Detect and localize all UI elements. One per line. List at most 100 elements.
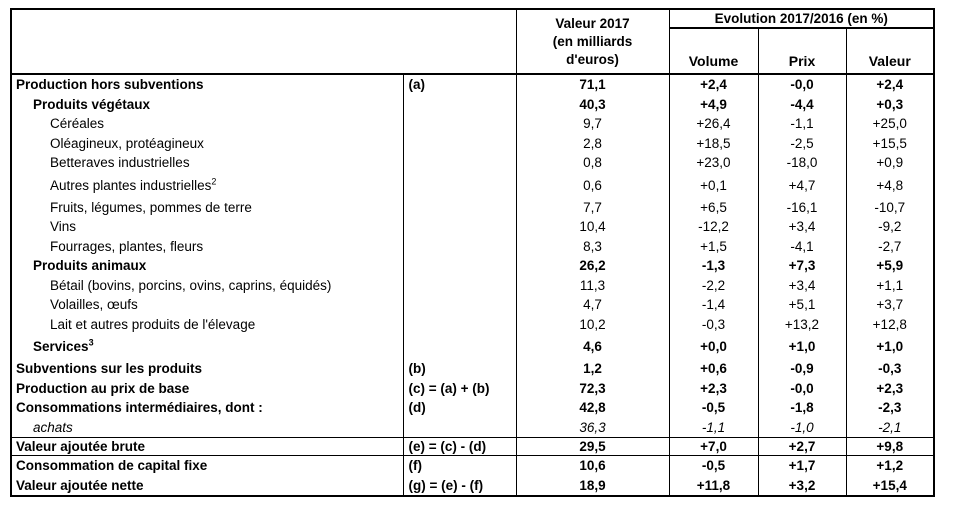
column-header-prix: Prix	[758, 28, 847, 75]
agricultural-accounts-table: Valeur 2017 (en milliards d'euros) Evolu…	[10, 8, 936, 497]
volume-cell: +0,1	[669, 172, 759, 198]
valeur-cell: +1,0	[876, 339, 904, 354]
row-code-cell	[403, 236, 517, 256]
valeur-cell: +1,2	[846, 455, 935, 476]
volume-cell: +23,0	[669, 153, 759, 173]
prix-cell: -0,0	[758, 378, 847, 398]
row-label: achats	[33, 419, 73, 435]
table-row: Production au prix de base (c) = (a) + (b…	[11, 378, 934, 398]
volume-cell: +0,6	[669, 359, 759, 379]
value-2017-cell: 36,3	[516, 417, 670, 438]
row-label: Valeur ajoutée nette	[16, 477, 144, 493]
row-code-cell: (b)	[403, 359, 517, 379]
row-label-cell: Céréales	[11, 114, 404, 134]
table-row: Fourrages, plantes, fleurs 8,3 +1,5 -4,1 -2,…	[11, 236, 934, 256]
valeur-cell: -9,2	[878, 219, 902, 235]
row-label: Fruits, légumes, pommes de terre	[50, 199, 252, 215]
row-label: Lait et autres produits de l'élevage	[50, 316, 256, 332]
valeur-cell: +5,9	[876, 258, 904, 274]
volume-cell: +0,0	[669, 334, 759, 359]
volume-cell: +1,5	[669, 236, 759, 256]
row-label-cell: Produits animaux	[11, 256, 404, 276]
value-2017-cell: 2,8	[516, 133, 670, 153]
prix-cell: -1,0	[758, 417, 847, 438]
table-row: Céréales 9,7 +26,4 -1,1 +25,0	[11, 114, 934, 134]
row-code-cell	[403, 153, 517, 173]
volume-cell: -0,5	[669, 455, 759, 476]
prix-cell: -16,1	[758, 197, 847, 217]
row-label: Produits animaux	[33, 258, 147, 274]
row-label: Volailles, œufs	[50, 297, 138, 313]
table-row: Subventions sur les produits (b) 1,2 +0,6 -0…	[11, 359, 934, 379]
valeur-cell: +2,4	[876, 77, 904, 93]
volume-cell: -12,2	[669, 217, 759, 237]
value-2017-cell: 4,7	[516, 295, 670, 315]
row-code-cell	[403, 114, 517, 134]
corner-cell	[11, 9, 517, 75]
valeur-cell: -10,7	[874, 199, 906, 215]
row-label-cell: Bétail (bovins, porcins, ovins, caprins,…	[11, 275, 404, 295]
row-code-cell	[403, 417, 517, 438]
prix-cell: +3,4	[758, 275, 847, 295]
row-label-cell: Valeur ajoutée nette	[11, 475, 404, 496]
row-code-cell: (c) = (a) + (b)	[403, 378, 517, 398]
row-label-cell: Production hors subventions	[11, 74, 404, 95]
row-label-cell: Consommation de capital fixe	[11, 455, 404, 476]
table-row: Bétail (bovins, porcins, ovins, caprins,…	[11, 275, 934, 295]
footnote-marker: 2	[211, 176, 217, 186]
value-2017-cell: 1,2	[516, 359, 670, 379]
table-row: Lait et autres produits de l'élevage 10,2…	[11, 314, 934, 334]
volume-cell: +7,0	[669, 437, 759, 456]
table-row: achats 36,3 -1,1 -1,0 -2,1	[11, 417, 934, 438]
column-group-header-evolution: Evolution 2017/2016 (en %)	[669, 9, 935, 29]
table-row: Valeur ajoutée nette (g) = (e) - (f) 18,9 +…	[11, 475, 934, 496]
row-label: Production au prix de base	[16, 380, 190, 396]
prix-cell: -0,0	[758, 74, 847, 95]
header-row-sub: Volume Prix Valeur	[11, 28, 935, 75]
value-2017-cell: 26,2	[516, 256, 670, 276]
header-row-top: Valeur 2017 (en milliards d'euros) Evolu…	[11, 9, 935, 75]
value-2017-cell: 0,8	[516, 153, 670, 173]
prix-cell: -4,4	[758, 94, 847, 114]
valeur-cell: -2,7	[878, 238, 902, 254]
row-code-cell: (a)	[403, 74, 517, 95]
value-2017-cell: 29,5	[516, 437, 670, 456]
value-2017-cell: 42,8	[516, 398, 670, 418]
volume-cell: +4,9	[669, 94, 759, 114]
value-2017-cell: 18,9	[516, 475, 670, 496]
value-2017-cell: 40,3	[516, 94, 670, 114]
row-label-cell: Vins	[11, 217, 404, 237]
footnote-marker: 3	[88, 337, 94, 348]
value-2017-cell: 10,2	[516, 314, 670, 334]
row-label: Subventions sur les produits	[16, 361, 203, 377]
valeur-cell: -0,3	[878, 361, 902, 377]
prix-cell: -1,1	[758, 114, 847, 134]
volume-cell: -1,4	[669, 295, 759, 315]
row-label-cell: Lait et autres produits de l'élevage	[11, 314, 404, 334]
valeur-cell: +9,8	[846, 437, 935, 456]
prix-cell: +1,0	[758, 334, 847, 359]
row-label: Services	[33, 339, 89, 354]
valeur-cell: +0,9	[876, 155, 904, 171]
table-row: Oléagineux, protéagineux 2,8 +18,5 -2,5 +15,…	[11, 133, 934, 153]
value-2017-cell: 8,3	[516, 236, 670, 256]
row-label: Vins	[50, 219, 77, 235]
volume-cell: +2,4	[669, 74, 759, 95]
prix-cell: -0,9	[758, 359, 847, 379]
value-2017-cell: 72,3	[516, 378, 670, 398]
row-label-cell: Valeur ajoutée brute	[11, 437, 404, 456]
row-code-cell: (d)	[403, 398, 517, 418]
table-header: Valeur 2017 (en milliards d'euros) Evolu…	[11, 9, 935, 75]
valeur-cell: +1,1	[876, 277, 904, 293]
column-header-valeur: Valeur	[846, 28, 935, 75]
volume-cell: +6,5	[669, 197, 759, 217]
value-2017-cell: 9,7	[516, 114, 670, 134]
row-label: Bétail (bovins, porcins, ovins, caprins,…	[50, 277, 332, 293]
row-label-cell: Autres plantes industrielles2	[11, 172, 404, 198]
row-label: Fourrages, plantes, fleurs	[50, 238, 204, 254]
value-2017-cell: 7,7	[516, 197, 670, 217]
table-row: Consommation de capital fixe (f) 10,6 -0,5 +…	[11, 455, 935, 476]
table-row: Produits animaux 26,2 -1,3 +7,3 +5,9	[11, 256, 934, 276]
volume-cell: +2,3	[669, 378, 759, 398]
